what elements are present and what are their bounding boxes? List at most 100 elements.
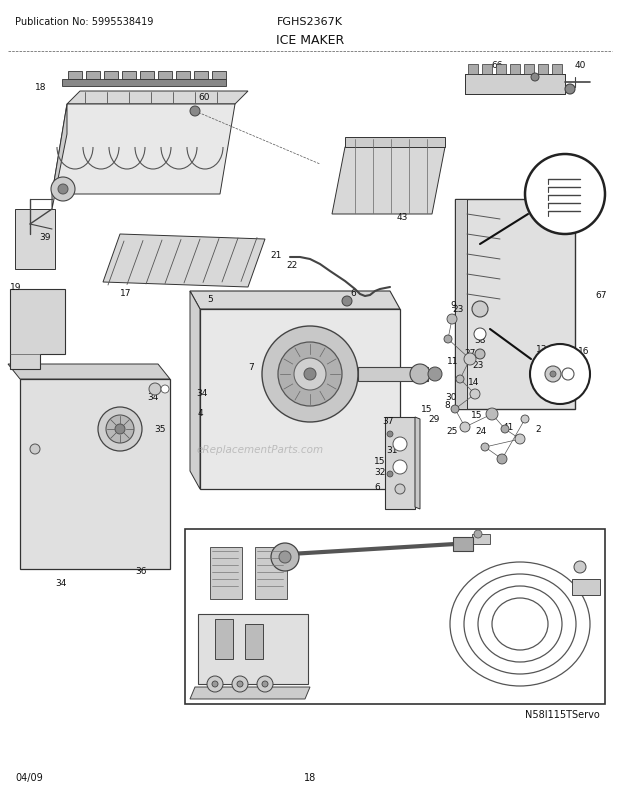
Text: 55: 55	[260, 687, 272, 697]
Ellipse shape	[98, 407, 142, 452]
Bar	[200, 310, 400, 489]
Text: 7: 7	[248, 363, 254, 372]
Bar	[215, 619, 233, 659]
Text: 4: 4	[198, 408, 203, 417]
Bar	[198, 614, 308, 684]
Text: 39: 39	[39, 233, 50, 241]
Ellipse shape	[515, 435, 525, 444]
Ellipse shape	[115, 424, 125, 435]
Ellipse shape	[278, 342, 342, 407]
Text: 29: 29	[428, 415, 440, 424]
Ellipse shape	[497, 455, 507, 464]
Ellipse shape	[521, 415, 529, 423]
Polygon shape	[496, 65, 506, 75]
Ellipse shape	[530, 345, 590, 404]
Ellipse shape	[279, 551, 291, 563]
Polygon shape	[524, 65, 534, 75]
Ellipse shape	[232, 676, 248, 692]
Ellipse shape	[237, 681, 243, 687]
Text: 24: 24	[475, 427, 486, 436]
Ellipse shape	[525, 155, 605, 235]
Text: 25: 25	[446, 427, 458, 436]
Ellipse shape	[470, 390, 480, 399]
Ellipse shape	[395, 484, 405, 494]
Text: 34: 34	[147, 393, 158, 402]
Ellipse shape	[481, 444, 489, 452]
Text: 34: 34	[55, 577, 66, 587]
Text: 43: 43	[397, 213, 409, 222]
Ellipse shape	[51, 178, 75, 202]
Ellipse shape	[106, 415, 134, 444]
Ellipse shape	[342, 297, 352, 306]
Text: 32: 32	[374, 467, 386, 476]
Ellipse shape	[387, 472, 393, 477]
Polygon shape	[552, 65, 562, 75]
Text: 17: 17	[120, 288, 131, 297]
Text: 6: 6	[374, 482, 379, 491]
Text: 11: 11	[447, 357, 459, 366]
Ellipse shape	[562, 369, 574, 380]
Text: 31: 31	[386, 445, 397, 454]
Text: 33: 33	[558, 395, 570, 404]
Text: 13: 13	[536, 345, 547, 354]
Text: 34: 34	[196, 388, 207, 397]
Ellipse shape	[550, 371, 556, 378]
Polygon shape	[104, 72, 118, 80]
Text: 23: 23	[472, 360, 484, 369]
Text: 15: 15	[471, 410, 482, 419]
Polygon shape	[10, 290, 65, 370]
Text: 6: 6	[540, 66, 546, 75]
Text: 64: 64	[585, 565, 596, 573]
Text: 51: 51	[278, 535, 290, 544]
Ellipse shape	[393, 437, 407, 452]
Text: 37: 37	[382, 417, 394, 426]
Text: 30: 30	[445, 393, 456, 402]
Ellipse shape	[387, 431, 393, 437]
Bar	[245, 624, 263, 659]
Polygon shape	[140, 72, 154, 80]
Text: INSTALLATION PARTS: INSTALLATION PARTS	[432, 679, 549, 689]
Polygon shape	[190, 292, 400, 310]
Ellipse shape	[410, 365, 430, 384]
Bar	[358, 367, 428, 382]
Polygon shape	[510, 65, 520, 75]
Bar	[572, 579, 600, 595]
Ellipse shape	[58, 184, 68, 195]
Text: 45: 45	[585, 550, 596, 559]
Polygon shape	[468, 65, 478, 75]
Ellipse shape	[444, 335, 452, 343]
Text: 35: 35	[154, 425, 166, 434]
Text: 21: 21	[270, 250, 281, 259]
Ellipse shape	[501, 426, 509, 433]
Ellipse shape	[451, 406, 459, 414]
Text: 36: 36	[135, 567, 146, 576]
Text: 27: 27	[464, 349, 476, 358]
Ellipse shape	[304, 369, 316, 380]
Bar	[15, 210, 55, 269]
Polygon shape	[158, 72, 172, 80]
Polygon shape	[190, 687, 310, 699]
Ellipse shape	[212, 681, 218, 687]
Text: 6: 6	[350, 288, 356, 297]
Ellipse shape	[257, 676, 273, 692]
Ellipse shape	[565, 85, 575, 95]
Text: 18: 18	[304, 772, 316, 782]
Ellipse shape	[190, 107, 200, 117]
Text: 38: 38	[474, 335, 485, 344]
Bar	[185, 529, 605, 704]
Ellipse shape	[428, 367, 442, 382]
Text: 5: 5	[207, 295, 213, 304]
Ellipse shape	[460, 423, 470, 432]
Text: 16: 16	[578, 347, 590, 356]
Polygon shape	[86, 72, 100, 80]
Polygon shape	[68, 72, 82, 80]
Bar	[453, 537, 473, 551]
Polygon shape	[176, 72, 190, 80]
Polygon shape	[465, 75, 565, 95]
Ellipse shape	[486, 408, 498, 420]
Polygon shape	[194, 72, 208, 80]
Text: 60: 60	[198, 93, 210, 103]
Ellipse shape	[271, 543, 299, 571]
Ellipse shape	[456, 375, 464, 383]
Ellipse shape	[472, 302, 488, 318]
